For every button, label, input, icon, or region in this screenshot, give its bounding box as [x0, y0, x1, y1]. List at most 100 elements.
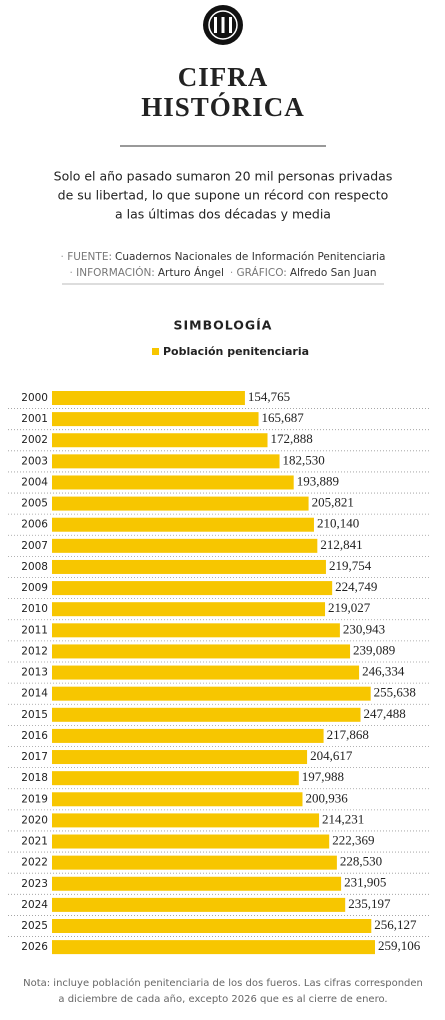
- credit-label: FUENTE:: [67, 251, 112, 263]
- value-label: 247,488: [364, 706, 406, 721]
- y-tick-label: 2000: [21, 392, 48, 404]
- bar: [52, 813, 320, 828]
- bar: [52, 581, 333, 596]
- bar: [52, 433, 268, 448]
- bar: [52, 728, 324, 743]
- value-label: 182,530: [283, 452, 325, 467]
- value-label: 224,749: [335, 579, 377, 594]
- logo: [203, 5, 243, 45]
- y-tick-label: 2001: [21, 413, 48, 425]
- bar: [52, 391, 245, 405]
- y-tick-label: 2002: [21, 434, 48, 446]
- bar: [52, 475, 294, 490]
- value-label: 217,868: [327, 727, 369, 742]
- credit-line: · INFORMACIÓN: Arturo Ángel · GRÁFICO: Alfr…: [69, 266, 376, 279]
- y-tick-label: 2024: [21, 899, 48, 911]
- legend-title: SIMBOLOGÍA: [174, 318, 273, 333]
- value-label: 219,754: [329, 558, 372, 573]
- bar: [52, 876, 342, 891]
- value-label: 255,638: [374, 685, 416, 700]
- value-label: 214,231: [322, 811, 364, 826]
- y-tick-label: 2011: [21, 624, 48, 636]
- bar: [52, 771, 299, 786]
- value-label: 204,617: [310, 748, 353, 763]
- bar: [52, 538, 318, 553]
- value-label: 165,687: [262, 410, 305, 425]
- value-label: 172,888: [271, 431, 313, 446]
- subtitle-line: Solo el año pasado sumaron 20 mil person…: [54, 169, 393, 184]
- y-tick-label: 2021: [21, 836, 48, 848]
- credit-text: Cuadernos Nacionales de Información Peni…: [115, 251, 386, 263]
- bar: [52, 855, 337, 870]
- value-label: 154,765: [248, 389, 290, 404]
- bar: [52, 496, 309, 511]
- title-line: CIFRA: [178, 62, 269, 92]
- value-label: 246,334: [362, 664, 405, 679]
- bar: [52, 412, 259, 427]
- separator: ·: [69, 267, 76, 279]
- y-tick-label: 2003: [21, 455, 48, 467]
- bar: [52, 602, 326, 617]
- bar: [52, 750, 308, 765]
- note-line: Nota: incluye población penitenciaria de…: [23, 977, 423, 989]
- bar: [52, 665, 360, 680]
- credit-label: INFORMACIÓN:: [76, 266, 155, 279]
- legend-label: Población penitenciaria: [163, 345, 309, 358]
- subtitle-line: a las últimas dos décadas y media: [115, 207, 331, 222]
- y-tick-label: 2023: [21, 878, 48, 890]
- y-tick-label: 2019: [21, 793, 48, 805]
- value-label: 239,089: [353, 642, 395, 657]
- y-tick-label: 2008: [21, 561, 48, 573]
- y-tick-label: 2013: [21, 667, 48, 679]
- y-tick-label: 2026: [21, 941, 48, 953]
- separator: ·: [230, 267, 237, 279]
- value-label: 228,530: [340, 854, 382, 869]
- title-line: HISTÓRICA: [141, 92, 305, 122]
- legend-swatch: [152, 348, 159, 355]
- bar: [52, 517, 314, 532]
- bar: [52, 792, 303, 807]
- bar: [52, 686, 371, 701]
- bar: [52, 834, 330, 849]
- bar: [52, 644, 351, 659]
- separator: ·: [61, 251, 68, 263]
- value-label: 259,106: [378, 938, 421, 953]
- value-label: 193,889: [297, 473, 339, 488]
- note-line: a diciembre de cada año, excepto 2026 qu…: [58, 994, 387, 1005]
- value-label: 197,988: [302, 769, 344, 784]
- y-tick-label: 2025: [21, 920, 48, 932]
- bar: [52, 897, 346, 912]
- y-tick-label: 2022: [21, 857, 48, 869]
- value-label: 235,197: [348, 896, 391, 911]
- value-label: 230,943: [343, 621, 385, 636]
- value-label: 231,905: [344, 875, 386, 890]
- value-label: 210,140: [317, 516, 359, 531]
- y-tick-label: 2009: [21, 582, 48, 594]
- y-tick-label: 2014: [21, 688, 48, 700]
- credit-line: · FUENTE: Cuadernos Nacionales de Informa…: [61, 251, 386, 263]
- bar: [52, 707, 361, 722]
- bar: [52, 919, 372, 933]
- bar: [52, 623, 340, 638]
- credit-text: Alfredo San Juan: [290, 267, 377, 279]
- y-tick-label: 2006: [21, 519, 48, 531]
- credit-label: GRÁFICO:: [237, 266, 287, 279]
- y-tick-label: 2004: [21, 476, 48, 488]
- y-tick-label: 2010: [21, 603, 48, 615]
- value-label: 200,936: [305, 790, 348, 805]
- y-tick-label: 2018: [21, 772, 48, 784]
- value-label: 205,821: [312, 495, 354, 510]
- y-tick-label: 2020: [21, 814, 48, 826]
- y-tick-label: 2015: [21, 709, 48, 721]
- y-tick-label: 2007: [21, 540, 48, 552]
- subtitle-line: de su libertad, lo que supone un récord …: [58, 188, 389, 203]
- bar: [52, 454, 280, 469]
- value-label: 222,369: [332, 833, 374, 848]
- y-tick-label: 2005: [21, 498, 48, 510]
- bar: [52, 559, 326, 574]
- value-label: 219,027: [328, 600, 371, 615]
- bar: [52, 940, 375, 955]
- value-label: 212,841: [320, 537, 362, 552]
- credit-text: Arturo Ángel: [158, 266, 224, 279]
